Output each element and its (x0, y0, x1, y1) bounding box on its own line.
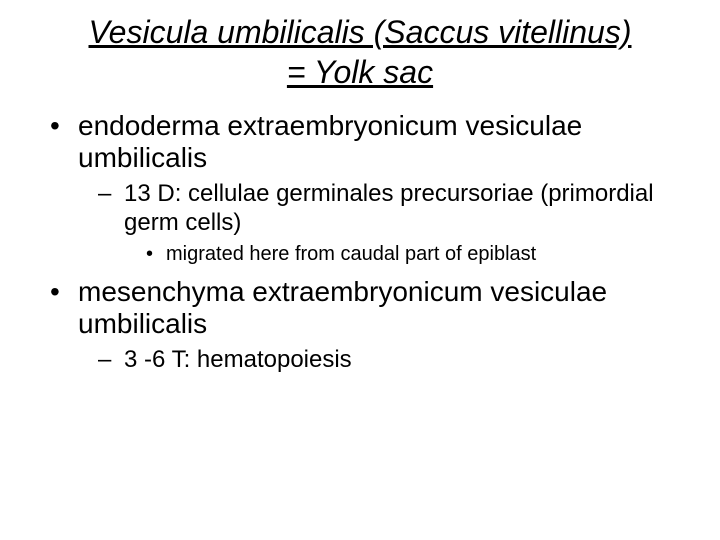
list-item: endoderma extraembryonicum vesiculae umb… (50, 110, 690, 266)
list-item: 13 D: cellulae germinales precursoriae (… (98, 180, 690, 266)
list-item-text: endoderma extraembryonicum vesiculae umb… (78, 110, 582, 173)
slide-title: Vesicula umbilicalis (Saccus vitellinus)… (30, 12, 690, 92)
list-item: migrated here from caudal part of epibla… (146, 242, 690, 266)
title-line-2: = Yolk sac (287, 54, 433, 90)
bullet-list: endoderma extraembryonicum vesiculae umb… (50, 110, 690, 375)
list-item-text: 3 -6 T: hematopoiesis (124, 346, 352, 373)
bullet-list-l3: migrated here from caudal part of epibla… (146, 242, 690, 266)
list-item-text: mesenchyma extraembryonicum vesiculae um… (78, 276, 607, 339)
slide: Vesicula umbilicalis (Saccus vitellinus)… (0, 0, 720, 540)
list-item-text: 13 D: cellulae germinales precursoriae (… (124, 180, 654, 236)
list-item: mesenchyma extraembryonicum vesiculae um… (50, 276, 690, 375)
title-line-1: Vesicula umbilicalis (Saccus vitellinus) (89, 14, 632, 50)
list-item: 3 -6 T: hematopoiesis (98, 346, 690, 375)
bullet-list-l2: 13 D: cellulae germinales precursoriae (… (98, 180, 690, 266)
bullet-list-l2: 3 -6 T: hematopoiesis (98, 346, 690, 375)
list-item-text: migrated here from caudal part of epibla… (166, 243, 536, 265)
